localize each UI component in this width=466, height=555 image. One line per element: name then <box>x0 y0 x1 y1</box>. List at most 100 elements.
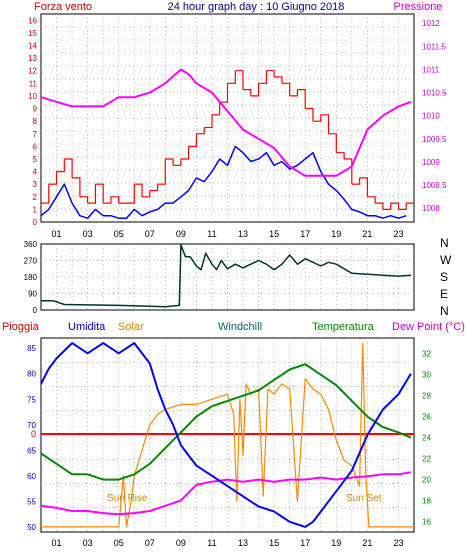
x-tick-label: 19 <box>331 229 341 239</box>
temperature-tick-label: 22 <box>422 455 431 464</box>
pressure-tick-label: 1009 <box>422 158 440 167</box>
wind-tick-label: 2 <box>33 193 38 202</box>
pressure-tick-label: 1008 <box>422 204 440 213</box>
wind-tick-label: 11 <box>29 79 38 88</box>
x-tick-label: 05 <box>114 229 124 239</box>
x-tick-label: 09 <box>176 229 186 239</box>
x-tick-label: 13 <box>238 538 248 548</box>
wind-force-label: Forza vento <box>34 1 92 13</box>
pressure-tick-label: 1011.5 <box>422 42 446 51</box>
temperature-tick-label: 28 <box>422 392 431 401</box>
wind-tick-label: 15 <box>28 29 37 38</box>
x-tick-label: 01 <box>52 538 62 548</box>
humidity-tick-label: 70 <box>27 421 36 430</box>
sunrise-label: Sun Rise <box>107 493 148 504</box>
x-tick-label: 05 <box>114 538 124 548</box>
x-tick-label: 09 <box>176 538 186 548</box>
x-tick-label: 17 <box>300 229 310 239</box>
wind-tick-label: 8 <box>33 117 38 126</box>
x-tick-label: 03 <box>83 538 93 548</box>
wind-pressure-panel: 01234567891011121314151610081008.5100910… <box>28 13 447 239</box>
direction-letter-n-bottom: N <box>440 304 449 318</box>
humidity-tick-label: 60 <box>27 472 36 481</box>
pressure-tick-label: 1010 <box>422 112 440 121</box>
x-tick-label: 13 <box>238 229 248 239</box>
wind-tick-label: 5 <box>33 155 38 164</box>
temperature-tick-label: 16 <box>422 518 431 527</box>
solar-series <box>41 342 414 528</box>
temperature-label: Temperatura <box>312 321 375 333</box>
wind-tick-label: 13 <box>28 54 37 63</box>
x-tick-label: 01 <box>52 229 62 239</box>
x-tick-label: 19 <box>331 538 341 548</box>
humidity-tick-label: 75 <box>27 395 36 404</box>
direction-letter-s: S <box>440 270 448 284</box>
sunset-label: Sun Set <box>346 493 382 504</box>
wind-force-series <box>41 70 414 210</box>
dewpoint-series <box>40 471 412 516</box>
x-tick-label: 23 <box>393 229 403 239</box>
pressure-series <box>40 68 412 177</box>
humidity-tick-label: 50 <box>27 523 36 532</box>
x-tick-label: 07 <box>145 538 155 548</box>
humidity-series <box>40 342 412 528</box>
chart-title: 24 hour graph day : 10 Giugno 2018 <box>168 1 345 13</box>
wind-direction-series <box>41 244 411 308</box>
x-tick-label: 15 <box>269 229 279 239</box>
windchill-label: Windchill <box>218 321 262 333</box>
humidity-tick-label: 65 <box>27 446 36 455</box>
humidity-tick-label: 55 <box>27 497 36 506</box>
wind-tick-label: 7 <box>33 130 38 139</box>
direction-letter-w: W <box>440 253 452 267</box>
humidity-label: Umidita <box>68 321 106 333</box>
temperature-tick-label: 18 <box>422 497 431 506</box>
wind-direction-panel: 0 90 180 270 360 <box>24 240 415 315</box>
x-tick-label: 11 <box>207 229 216 239</box>
wind-tick-label: 3 <box>33 180 38 189</box>
direction-letter-e: E <box>440 287 448 301</box>
pressure-tick-label: 1012 <box>422 19 440 28</box>
x-tick-label: 21 <box>362 229 372 239</box>
x-tick-label: 03 <box>83 229 93 239</box>
wind-tick-label: 10 <box>28 92 37 101</box>
direction-tick-label: 90 <box>28 290 37 299</box>
x-tick-label: 17 <box>300 538 310 548</box>
humidity-tick-label: 80 <box>27 370 36 379</box>
direction-tick-label: 180 <box>24 273 38 282</box>
x-tick-label: 15 <box>269 538 279 548</box>
temperature-tick-label: 20 <box>422 476 431 485</box>
rain-label: Pioggia <box>2 321 40 333</box>
wind-tick-label: 9 <box>33 105 38 114</box>
pressure-label: Pressione <box>394 1 443 13</box>
temperature-tick-label: 24 <box>422 434 431 443</box>
direction-letter-n-top: N <box>440 236 449 250</box>
x-tick-label: 11 <box>207 538 216 548</box>
wind-tick-label: 4 <box>33 168 38 177</box>
pressure-tick-label: 1010.5 <box>422 89 447 98</box>
humidity-tick-label: 85 <box>27 344 36 353</box>
wind-tick-label: 1 <box>33 205 38 214</box>
wind-tick-label: 0 <box>33 218 38 227</box>
temperature-tick-label: 32 <box>422 350 431 359</box>
pressure-tick-label: 1009.5 <box>422 135 447 144</box>
temperature-tick-label: 30 <box>422 371 431 380</box>
rain-tick-label: 0 <box>31 429 36 439</box>
direction-tick-label: 0 <box>33 306 38 315</box>
direction-tick-label: 270 <box>24 257 38 266</box>
temperature-series <box>40 363 412 481</box>
wind-tick-label: 12 <box>28 67 37 76</box>
x-tick-label: 21 <box>362 538 372 548</box>
dewpoint-label: Dew Point (°C) <box>392 321 465 333</box>
wind-average-series <box>40 145 407 219</box>
temperature-tick-label: 26 <box>422 413 431 422</box>
pressure-tick-label: 1008.5 <box>422 181 447 190</box>
x-tick-label: 07 <box>145 229 155 239</box>
wind-tick-label: 14 <box>28 42 37 51</box>
pressure-tick-label: 1011 <box>422 65 440 74</box>
direction-tick-label: 360 <box>24 240 38 249</box>
x-tick-label: 23 <box>393 538 403 548</box>
wind-tick-label: 6 <box>33 142 38 151</box>
wind-tick-label: 16 <box>28 16 37 25</box>
